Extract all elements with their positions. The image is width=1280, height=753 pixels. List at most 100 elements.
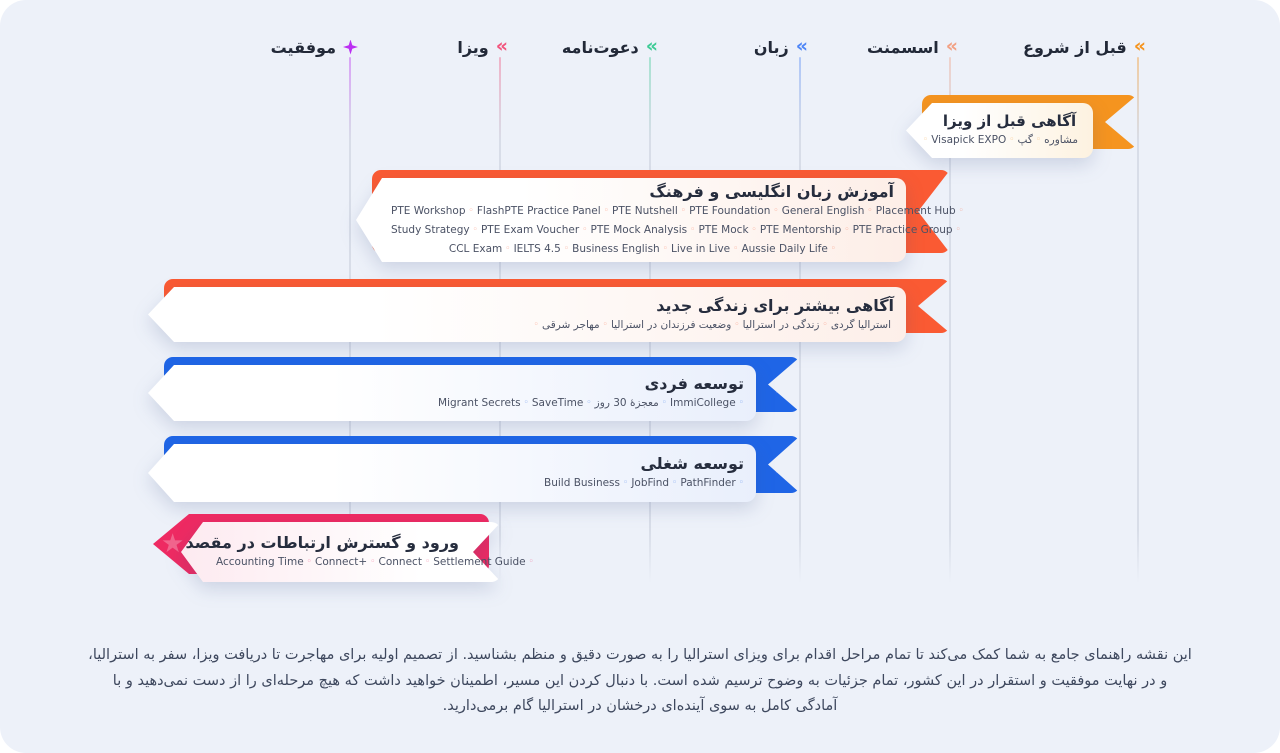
globe-icon: ✈ [922,291,944,321]
tag-separator-icon: ◦ [738,478,744,488]
banner-tag[interactable]: زندگی در استرالیا [742,318,820,331]
banner-tag[interactable]: Aussie Daily Life [741,243,828,255]
tag-separator-icon: ◦ [563,244,570,254]
banner-tag-row: Migrant Secrets ◦ SaveTime ◦ معجزهٔ 30 روز ◦ I… [180,396,744,412]
column-header: موفقیت [148,35,358,59]
banner-title: ورود و گسترش ارتباطات در مقصد [185,533,459,552]
banner-title: توسعه فردی [644,374,744,393]
banner-tag[interactable]: General English [781,205,865,217]
column-label: ویزا [457,37,489,57]
tag-separator-icon: ◦ [523,398,529,408]
lightbulb-icon: ⚡ [1112,107,1131,137]
banner-tag-row: PTE Workshop ◦ FlashPTE Practice Panel ◦ PTE… [388,204,964,220]
banner-tag[interactable]: PTE Mock Analysis [590,224,688,236]
banner-tag[interactable]: PTE Exam Voucher [480,224,580,236]
banner-body [148,365,756,421]
column-label: اسسمنت [867,37,939,57]
banner-tag[interactable]: JobFind [631,477,670,489]
banner-tag[interactable]: PathFinder [680,477,736,489]
banner-tag[interactable]: PTE Foundation [689,205,771,217]
banner-tag[interactable]: معجزهٔ 30 روز [594,397,659,409]
banner-tag[interactable]: گپ [1017,134,1033,146]
star-icon: ★ [770,449,794,480]
column-header: ویزا « [298,35,508,59]
banner-tag[interactable]: Placement Hub [875,205,956,217]
banner-tag[interactable]: Visapick EXPO [931,134,1007,146]
double-chevron-icon: « [645,34,658,57]
banner-tag[interactable]: Settlement Guide [433,556,526,568]
banner-tag[interactable]: IELTS 4.5 [513,243,561,255]
tag-separator-icon: ◦ [505,244,511,254]
sparkle-icon [343,39,358,55]
banner-career-development[interactable]: ★ توسعه شغلی Build Business ◦ JobFind ◦ PathFi… [148,436,800,502]
banner-tag[interactable]: Business English [572,243,660,255]
tag-separator-icon: ◦ [1035,135,1042,145]
banner-tag[interactable]: استرالیا گردی [830,318,891,331]
banner-english-language-culture[interactable]: ✎ آموزش زبان انگلیسی و فرهنگ PTE Workshop ◦… [356,170,964,262]
banner-tag[interactable]: Accounting Time [216,556,304,568]
banner-body-shape [148,444,756,502]
tag-separator-icon: ◦ [955,225,961,235]
double-chevron-icon: « [495,34,508,57]
column-label: زبان [753,37,789,57]
tag-separator-icon: ◦ [468,206,474,216]
tag-separator-icon: ◦ [603,206,609,216]
tag-separator-icon: ◦ [830,244,837,254]
column-header: قبل از شروع « [936,35,1146,59]
banner-tag[interactable]: Migrant Secrets [438,397,521,409]
footer-line: و در نهایت موفقیت و استقرار در این کشور،… [112,672,1168,689]
banner-body-shape [181,522,501,582]
tag-separator-icon: ◦ [672,478,678,488]
star-icon: ★ [770,369,794,400]
column-label: موفقیت [270,37,336,57]
banner-tag[interactable]: FlashPTE Practice Panel [476,205,601,217]
banner-personal-development[interactable]: ★ توسعه فردی Migrant Secrets ◦ SaveTime ◦ معجز… [148,357,800,421]
tag-separator-icon: ◦ [602,319,608,330]
banner-tag[interactable]: Live in Live [671,243,731,255]
tag-separator-icon: ◦ [922,135,929,145]
banner-tag[interactable]: PTE Practice Group [852,224,953,236]
column-header: اسسمنت « [748,35,958,59]
banner-tag[interactable]: Study Strategy [391,224,470,236]
footer-line: آمادگی کامل به سوی آینده‌ای درخشان در اس… [442,698,838,714]
banner-tag[interactable]: SaveTime [531,397,584,409]
banner-new-life-awareness[interactable]: ✈ آگاهی بیشتر برای زندگی جدید استرالیا گرد… [148,279,950,342]
tag-separator-icon: ◦ [533,319,539,330]
banner-title: توسعه شغلی [640,454,744,473]
tag-separator-icon: ◦ [472,225,478,235]
double-chevron-icon: « [945,34,958,57]
banner-title: آگاهی بیشتر برای زندگی جدید [656,295,894,315]
banner-tag[interactable]: Connect [378,556,422,568]
banner-tag[interactable]: Build Business [544,477,620,489]
banner-content: ورود و گسترش ارتباطات در مقصد Accounting … [185,522,534,582]
star-icon: ★ [161,529,185,559]
banner-tag[interactable]: مشاوره [1044,134,1078,146]
banner-tag[interactable]: وضعیت فرزندان در استرالیا [610,318,732,331]
banner-tag[interactable]: PTE Nutshell [612,205,678,217]
banner-title: آگاهی قبل از ویزا [942,112,1077,130]
banner-tag[interactable]: PTE Mock [698,224,749,236]
banner-tag-row: Accounting Time ◦ Connect+ ◦ Connect ◦ Settlem… [213,555,534,571]
tag-separator-icon: ◦ [623,478,629,488]
column-header: زبان « [598,35,808,59]
tag-separator-icon: ◦ [738,398,744,408]
tag-separator-icon: ◦ [661,398,668,408]
banner-tag[interactable]: Connect+ [314,556,368,568]
banner-body [356,178,906,262]
banner-tag[interactable]: CCL Exam [448,243,503,255]
banner-tag[interactable]: ImmiCollege [670,397,736,409]
banner-arrival-connections[interactable]: ★ ورود و گسترش ارتباطات در مقصد Accounting… [153,514,534,582]
tag-separator-icon: ◦ [690,225,696,235]
banner-tag[interactable]: مهاجر شرقی [541,318,600,331]
tag-separator-icon: ◦ [958,206,964,216]
tag-separator-icon: ◦ [1009,135,1015,145]
banner-tag[interactable]: PTE Mentorship [759,224,842,236]
banner-pre-visa-awareness[interactable]: ⚡ آگاهی قبل از ویزا مشاوره◦گپ◦Visapick EXP… [906,95,1137,158]
tag-separator-icon: ◦ [844,225,850,235]
banner-tag[interactable]: PTE Workshop [391,205,466,217]
tag-separator-icon: ◦ [867,206,873,216]
tag-separator-icon: ◦ [733,244,739,254]
banner-content: توسعه فردی Migrant Secrets ◦ SaveTime ◦ معجزه… [180,365,744,421]
tag-separator-icon: ◦ [586,398,592,408]
